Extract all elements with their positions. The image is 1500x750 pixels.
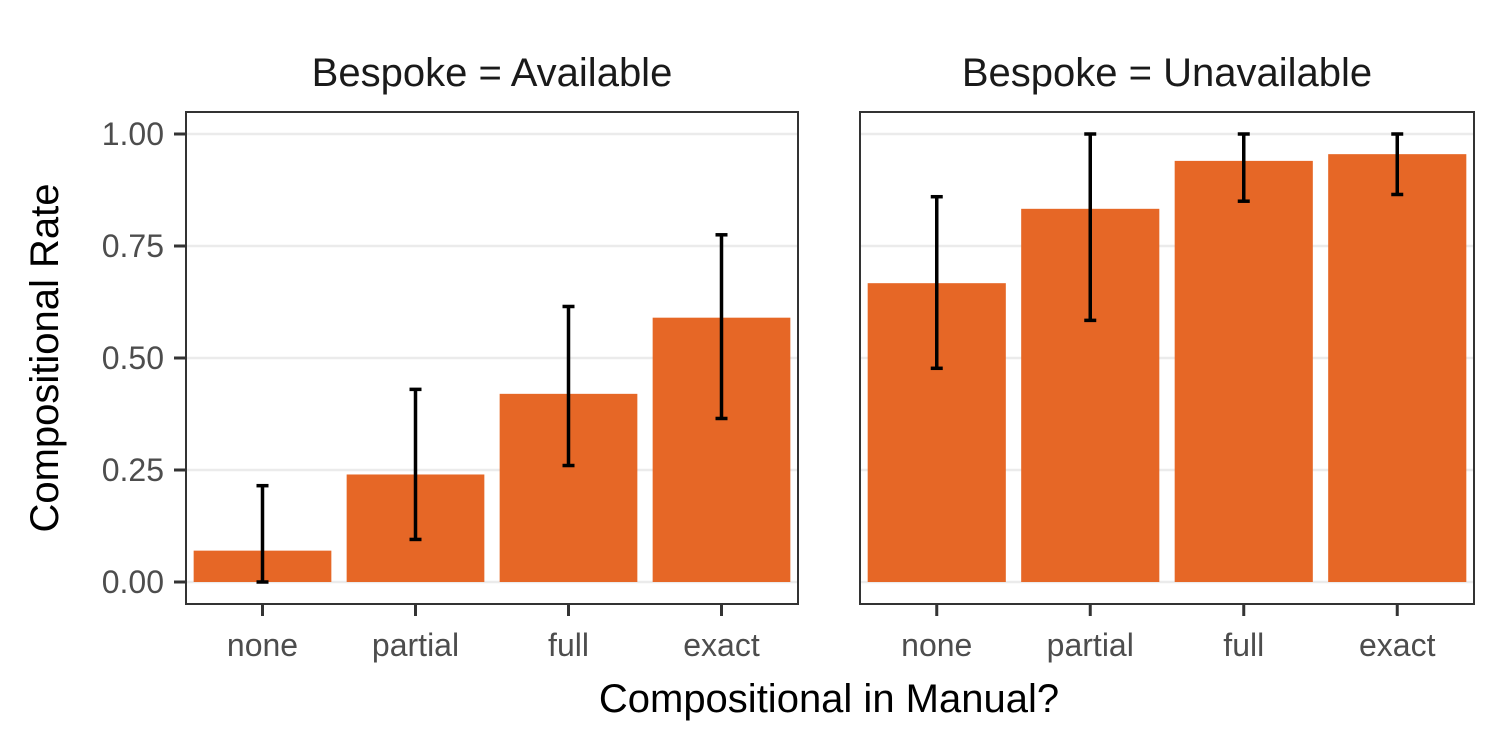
facet-panel: Bespoke = Unavailable none partial full exac… xyxy=(859,51,1475,663)
bar xyxy=(1174,160,1313,582)
y-axis-title: Compositional Rate xyxy=(23,183,67,532)
x-tick-label: none xyxy=(227,627,298,663)
x-tick-label: partial xyxy=(1047,627,1134,663)
bar xyxy=(1328,154,1467,582)
error-bar xyxy=(930,194,943,371)
y-tick-label: 0.50 xyxy=(102,340,164,376)
x-tick-label: exact xyxy=(683,627,760,663)
x-tick-label: full xyxy=(1223,627,1264,663)
y-tick-label: 0.00 xyxy=(102,564,164,600)
y-tick-label: 0.25 xyxy=(102,452,164,488)
y-tick-label: 1.00 xyxy=(102,116,164,152)
error-bar xyxy=(409,387,422,542)
error-bar xyxy=(256,483,269,584)
error-bar xyxy=(562,304,575,468)
panel-border xyxy=(859,111,1475,605)
x-tick-label: none xyxy=(901,627,972,663)
facet-title: Bespoke = Available xyxy=(312,51,673,95)
error-bar xyxy=(715,233,728,421)
x-axis-title: Compositional in Manual? xyxy=(599,677,1059,721)
x-tick-label: full xyxy=(548,627,589,663)
error-bar xyxy=(1237,132,1250,203)
y-axis: 0.00 0.25 0.50 0.75 1.00 xyxy=(102,116,186,600)
error-bar xyxy=(1391,132,1404,197)
x-tick-label: exact xyxy=(1359,627,1436,663)
x-tick-label: partial xyxy=(372,627,459,663)
facet-panel: Bespoke = Available none partial full exact xyxy=(185,51,799,663)
error-bar xyxy=(1084,132,1097,323)
y-tick-label: 0.75 xyxy=(102,228,164,264)
facet-title: Bespoke = Unavailable xyxy=(962,51,1372,95)
